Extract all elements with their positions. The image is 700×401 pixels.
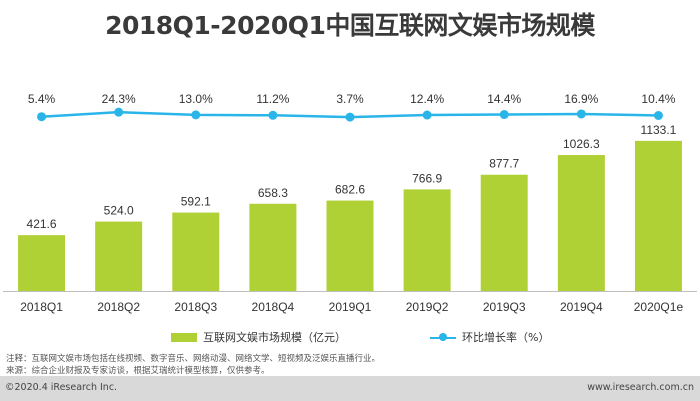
legend-line-swatch [430, 332, 456, 342]
notes: 注释：互联网文娱市场包括在线视频、数字音乐、网络动漫、网络文学、短视频及泛娱乐直… [6, 353, 380, 377]
bar-label-2018Q1: 421.6 [27, 217, 57, 231]
line-point-2019Q1 [345, 112, 355, 122]
x-tick-2018Q4: 2018Q4 [252, 300, 295, 314]
line-label-2019Q1: 3.7% [336, 92, 364, 106]
bar-2019Q3 [480, 174, 528, 291]
bar-label-2020Q1e: 1133.1 [641, 123, 677, 137]
bar-2019Q2 [403, 189, 451, 291]
x-tick-2019Q2: 2019Q2 [406, 300, 449, 314]
line-label-2019Q4: 16.9% [564, 92, 598, 106]
x-tick-2020Q1e: 2020Q1e [634, 300, 684, 314]
website-link[interactable]: www.iresearch.com.cn [587, 382, 694, 393]
bar-label-2019Q3: 877.7 [489, 157, 519, 171]
line-point-2019Q3 [499, 110, 509, 120]
bar-2018Q1 [18, 235, 66, 291]
legend-line-label: 环比增长率（%） [462, 331, 550, 344]
bar-2018Q3 [172, 212, 220, 291]
bar-label-2019Q1: 682.6 [335, 183, 365, 197]
line-point-2018Q2 [114, 107, 124, 117]
x-tick-2018Q3: 2018Q3 [174, 300, 217, 314]
line-label-2018Q2: 24.3% [102, 92, 136, 106]
legend-bar-swatch [171, 332, 197, 342]
chart-title: 2018Q1-2020Q1中国互联网文娱市场规模 [105, 11, 595, 40]
line-label-2019Q2: 12.4% [410, 92, 444, 106]
x-tick-2018Q2: 2018Q2 [97, 300, 140, 314]
line-label-2018Q3: 13.0% [179, 92, 213, 106]
chart-area: 421.6 2018Q1 5.4% 524.0 2018Q2 24.3% 592.1 2018… [3, 92, 697, 314]
line-label-2018Q1: 5.4% [28, 92, 56, 106]
legend-item-bar: 互联网文娱市场规模（亿元） [171, 329, 346, 345]
bar-label-2019Q2: 766.9 [412, 171, 442, 185]
legend-bar-label: 互联网文娱市场规模（亿元） [203, 331, 346, 344]
legend: 互联网文娱市场规模（亿元） 环比增长率（%） [0, 329, 700, 347]
line-point-2020Q1e [653, 111, 663, 121]
line-point-2018Q4 [268, 110, 278, 120]
line-label-2018Q4: 11.2% [256, 92, 289, 106]
bar-label-2019Q4: 1026.3 [563, 137, 600, 151]
bar-2018Q2 [95, 221, 143, 291]
line-label-2020Q1e: 10.4% [641, 92, 675, 106]
x-tick-2019Q1: 2019Q1 [329, 300, 372, 314]
note-text: 注释：互联网文娱市场包括在线视频、数字音乐、网络动漫、网络文学、短视频及泛娱乐直… [6, 354, 381, 364]
bar-label-2018Q3: 592.1 [181, 195, 211, 209]
source-text: 来源：综合企业财报及专家访谈，根据艾瑞统计模型核算，仅供参考。 [6, 366, 270, 376]
bar-label-2018Q2: 524.0 [104, 204, 134, 218]
bar-2019Q4 [557, 155, 605, 291]
legend-item-line: 环比增长率（%） [430, 329, 549, 345]
line-point-2019Q4 [576, 109, 586, 119]
copyright-text: ©2020.4 iResearch Inc. [5, 382, 118, 393]
bar-2020Q1e [634, 140, 682, 291]
line-point-2018Q3 [191, 110, 201, 120]
line-point-2019Q2 [422, 110, 432, 120]
footer-bar: ©2020.4 iResearch Inc. www.iresearch.com… [0, 376, 700, 401]
bar-2019Q1 [326, 200, 374, 291]
bar-label-2018Q4: 658.3 [258, 186, 288, 200]
line-label-2019Q3: 14.4% [487, 92, 521, 106]
x-tick-2019Q4: 2019Q4 [560, 300, 603, 314]
bar-2018Q4 [249, 203, 297, 291]
x-tick-2019Q3: 2019Q3 [483, 300, 526, 314]
line-point-2018Q1 [37, 112, 47, 122]
x-tick-2018Q1: 2018Q1 [20, 300, 63, 314]
